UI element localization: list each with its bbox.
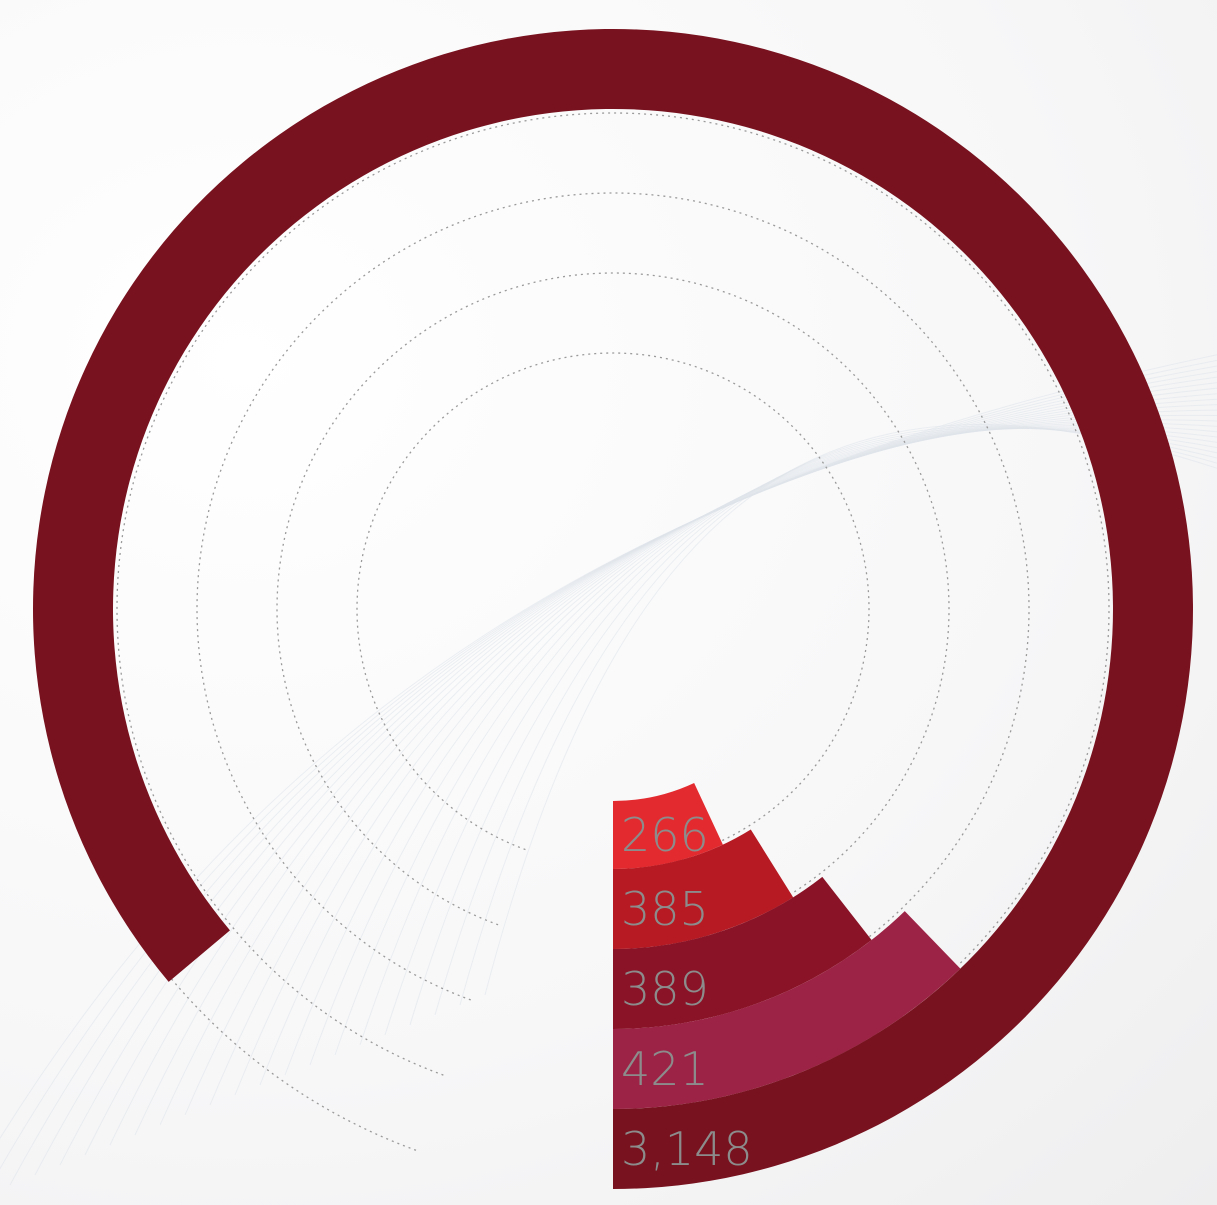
background-wave-line xyxy=(484,424,1217,996)
radial-bar xyxy=(613,783,723,869)
radial-bars xyxy=(32,28,1194,1189)
value-label: 266 xyxy=(621,808,709,862)
background-wave-line xyxy=(259,419,1217,1086)
background-wave-line xyxy=(134,393,1217,1136)
background-wave-line xyxy=(209,409,1217,1106)
background-wave-line xyxy=(9,365,1217,1186)
value-labels: 266 385 389 421 3,148 xyxy=(621,808,753,1176)
dotted-track-ring xyxy=(276,272,950,926)
background-wave-line xyxy=(0,359,1217,1170)
background-wave-line xyxy=(109,387,1217,1146)
background-wave-line xyxy=(359,427,1217,1046)
background-wave-line xyxy=(384,428,1217,1036)
radial-bar xyxy=(613,911,961,1109)
background-wave-line xyxy=(284,422,1217,1076)
value-label: 385 xyxy=(621,882,709,936)
background-wave-lines xyxy=(0,354,1217,1186)
value-label: 389 xyxy=(621,962,709,1016)
value-label: 421 xyxy=(621,1042,709,1096)
background-wave-line xyxy=(234,414,1217,1096)
background-wave-line xyxy=(184,404,1217,1116)
radial-bar xyxy=(613,876,872,1029)
background-wave-line xyxy=(159,398,1217,1126)
background-wave-line xyxy=(334,426,1217,1056)
value-label: 3,148 xyxy=(621,1122,753,1176)
radial-bar xyxy=(613,829,794,949)
background-wave-line xyxy=(409,427,1217,1026)
background-wave-line xyxy=(0,354,1217,1140)
background-wave-line xyxy=(309,424,1217,1066)
dotted-track-ring xyxy=(356,352,870,851)
